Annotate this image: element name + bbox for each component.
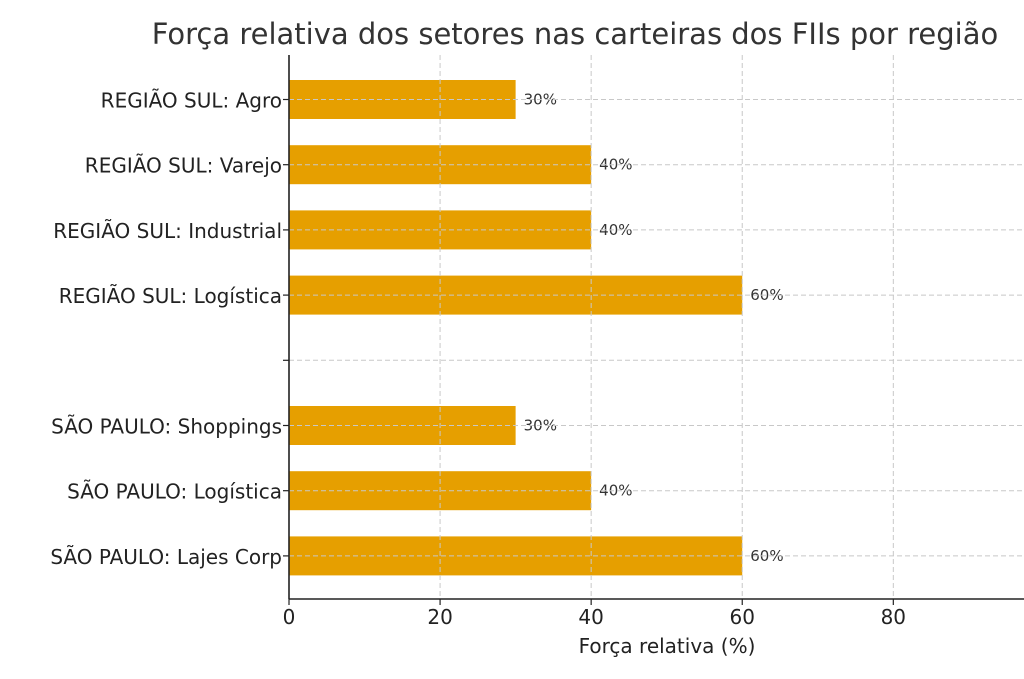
- data-label: 40%: [599, 156, 632, 174]
- y-tick-label: SÃO PAULO: Shoppings: [51, 415, 282, 439]
- y-tick-label: REGIÃO SUL: Industrial: [53, 219, 282, 243]
- x-tick-label: 60: [730, 605, 755, 629]
- x-tick-label: 80: [881, 605, 906, 629]
- x-tick-label: 0: [283, 605, 296, 629]
- x-tick-label: 20: [427, 605, 452, 629]
- data-label: 60%: [750, 547, 783, 565]
- y-tick-label: SÃO PAULO: Logística: [67, 480, 282, 504]
- y-tick-label: REGIÃO SUL: Agro: [101, 89, 282, 113]
- data-label: 40%: [599, 221, 632, 239]
- x-axis-label: Força relativa (%): [579, 634, 756, 658]
- y-tick-label: REGIÃO SUL: Logística: [59, 284, 282, 308]
- x-tick-label: 40: [578, 605, 603, 629]
- y-tick-label: SÃO PAULO: Lajes Corp: [50, 545, 282, 569]
- chart-title: Força relativa dos setores nas carteiras…: [152, 17, 999, 51]
- y-tick-label: REGIÃO SUL: Varejo: [85, 154, 282, 178]
- data-label: 40%: [599, 482, 632, 500]
- data-label: 60%: [750, 286, 783, 304]
